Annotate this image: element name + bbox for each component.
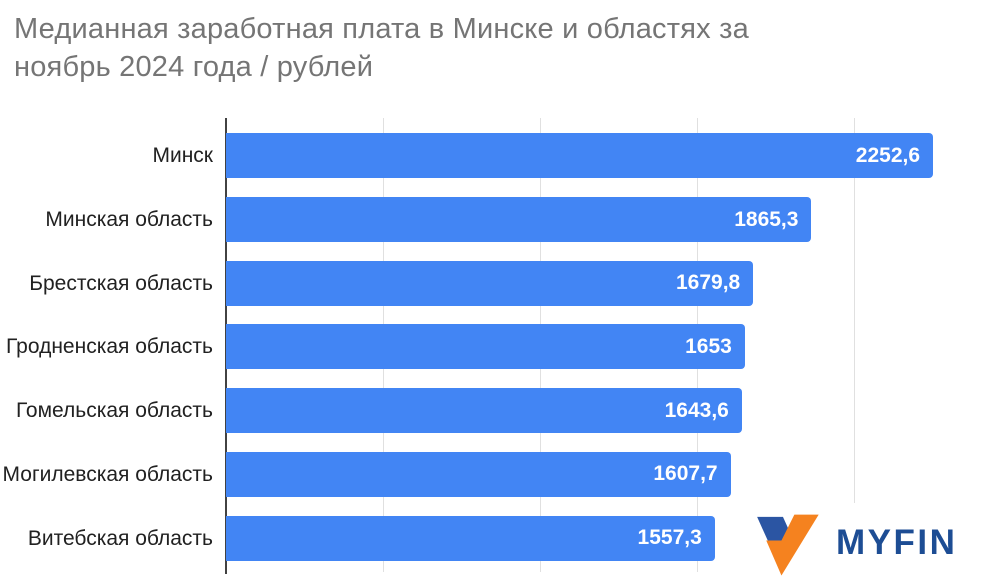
bar: 1865,3 (226, 197, 812, 243)
myfin-v-icon (757, 514, 819, 576)
category-label: Минск (152, 144, 213, 168)
category-label: Витебская область (27, 526, 213, 550)
gridline-2000 (853, 118, 855, 572)
category-labels: Минск Минская область Брестская область Гро… (0, 124, 213, 570)
bar-rows: 2252,6 1865,3 1679,8 1653 1643,6 1607,7 1557,3 (226, 124, 1000, 570)
bar: 1557,3 (226, 515, 715, 561)
bar-value-label: 1643,6 (664, 398, 729, 422)
bar-value-label: 1679,8 (676, 271, 741, 295)
bar-value-label: 1865,3 (734, 207, 799, 231)
category-label: Гомельская область (15, 399, 213, 423)
chart-title: Медианная заработная плата в Минске и об… (14, 10, 749, 86)
myfin-logo: MYFIN (746, 503, 994, 581)
bar: 1653 (226, 324, 745, 370)
myfin-logo-text: MYFIN (836, 523, 958, 562)
category-label: Брестская область (29, 271, 213, 295)
category-label: Гродненская область (5, 335, 213, 359)
chart-title-line1: Медианная заработная плата в Минске и об… (14, 13, 749, 45)
bar-value-label: 1557,3 (637, 526, 702, 550)
chart-title-line2: ноябрь 2024 года / рублей (14, 51, 374, 83)
category-label: Могилевская область (2, 462, 213, 486)
bar: 1679,8 (226, 260, 754, 306)
bar: 1607,7 (226, 451, 731, 497)
bar: 1643,6 (226, 388, 742, 434)
bar-value-label: 2252,6 (855, 143, 921, 167)
category-label: Минская область (45, 208, 213, 232)
bar: 2252,6 (226, 133, 934, 179)
v-icon-orange-part (766, 514, 819, 576)
bar-value-label: 1607,7 (653, 462, 718, 486)
bar-value-label: 1653 (685, 334, 732, 358)
